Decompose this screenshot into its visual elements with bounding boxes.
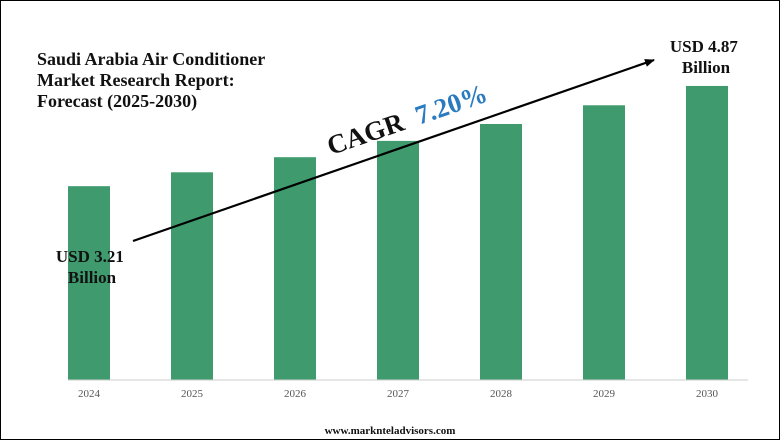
x-tick-labels: 2024 2025 2026 2027 2028 2029 2030 (78, 388, 719, 400)
bar-2028 (480, 123, 522, 380)
chart-title: Saudi Arabia Air Conditioner Market Rese… (37, 49, 337, 112)
end-value-line-1: USD 4.87 (670, 37, 739, 56)
bar-2025 (171, 172, 213, 380)
x-tick-label-2028: 2028 (490, 388, 513, 400)
chart-title-line-1: Saudi Arabia Air Conditioner (37, 49, 266, 69)
bar-2030 (686, 85, 728, 380)
cagr-value: 7.20% (411, 78, 491, 131)
bar-2024 (68, 186, 110, 380)
bar-2026 (274, 157, 316, 380)
end-value-line-2: Billion (682, 58, 731, 77)
x-tick-label-2027: 2027 (387, 388, 410, 400)
chart-title-line-3: Forecast (2025-2030) (37, 91, 198, 111)
start-value-line-2: Billion (68, 268, 117, 287)
chart-title-line-2: Market Research Report: (37, 70, 235, 90)
start-value-line-1: USD 3.21 (56, 247, 124, 266)
bar-2027 (377, 140, 419, 380)
end-value-label: USD 4.87 Billion (670, 37, 742, 77)
x-tick-label-2029: 2029 (593, 388, 616, 400)
bars-group (68, 85, 728, 381)
x-tick-label-2026: 2026 (284, 388, 307, 400)
x-tick-label-2030: 2030 (696, 388, 719, 400)
x-tick-label-2024: 2024 (78, 388, 101, 400)
source-footer: www.marknteladvisors.com (324, 425, 456, 437)
bar-2029 (583, 105, 625, 381)
cagr-trend-arrow (132, 58, 655, 243)
start-value-label: USD 3.21 Billion (56, 247, 128, 287)
x-tick-label-2025: 2025 (181, 388, 204, 400)
